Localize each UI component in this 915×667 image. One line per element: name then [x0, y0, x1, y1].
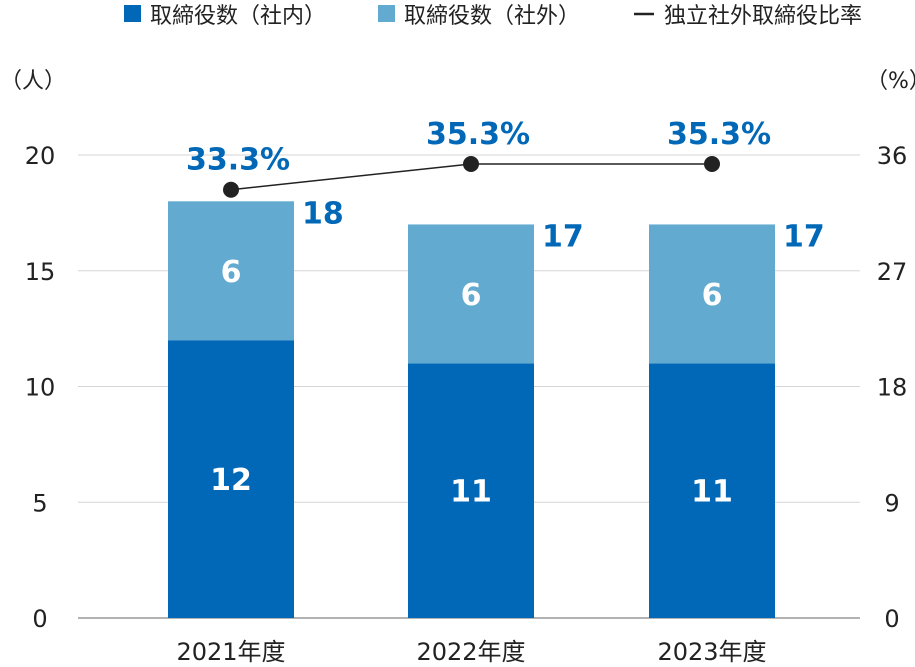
left-tick-label: 15	[25, 258, 56, 286]
inside-directors-value: 11	[691, 475, 733, 510]
legend-swatch-inside	[124, 5, 141, 22]
ratio-point	[463, 156, 479, 173]
total-directors-value: 17	[783, 219, 825, 254]
left-tick-label: 5	[32, 489, 47, 517]
ratio-line: 33.3% 35.3% 35.3%	[186, 117, 771, 198]
left-axis-ticks: 0 5 10 15 20	[25, 142, 56, 633]
left-tick-label: 10	[25, 374, 56, 402]
inside-directors-value: 12	[210, 463, 252, 498]
ratio-value-label: 35.3%	[667, 117, 771, 152]
ratio-value-label: 33.3%	[186, 143, 290, 178]
category-label: 2023年度	[657, 638, 766, 666]
ratio-value-label: 35.3%	[426, 117, 530, 152]
outside-directors-value: 6	[702, 278, 723, 313]
bars: 12 6 18 11 6 17 11 6 17	[168, 196, 825, 618]
total-directors-value: 18	[302, 196, 344, 231]
legend-label-outside: 取締役数（社外）	[404, 4, 580, 29]
left-axis-unit: （人）	[0, 69, 66, 94]
right-tick-label: 27	[877, 258, 908, 286]
left-tick-label: 0	[32, 605, 47, 633]
right-axis-unit: （%）	[866, 69, 915, 94]
bar-inside-directors	[168, 340, 294, 618]
left-tick-label: 20	[25, 142, 56, 170]
bar-inside-directors	[408, 363, 534, 618]
legend-label-ratio: 独立社外取締役比率	[664, 4, 862, 29]
outside-directors-value: 6	[221, 255, 242, 290]
bar-inside-directors	[649, 363, 775, 618]
category-label: 2022年度	[416, 638, 525, 666]
legend: 取締役数（社内） 取締役数（社外） 独立社外取締役比率	[124, 4, 862, 29]
ratio-point	[223, 181, 239, 198]
category-label: 2021年度	[176, 638, 285, 666]
bar-outside-directors	[649, 224, 775, 364]
right-tick-label: 9	[884, 489, 899, 517]
right-tick-label: 36	[877, 142, 908, 170]
right-tick-label: 18	[877, 374, 908, 402]
inside-directors-value: 11	[450, 475, 492, 510]
category-labels: 2021年度 2022年度 2023年度	[176, 638, 766, 666]
bar-outside-directors	[168, 201, 294, 341]
legend-swatch-outside	[378, 5, 395, 22]
bar-outside-directors	[408, 224, 534, 364]
legend-label-inside: 取締役数（社内）	[150, 4, 326, 29]
total-directors-value: 17	[542, 219, 584, 254]
ratio-point	[704, 156, 720, 173]
right-tick-label: 0	[884, 605, 899, 633]
right-axis-ticks: 0 9 18 27 36	[877, 142, 908, 633]
outside-directors-value: 6	[461, 278, 482, 313]
